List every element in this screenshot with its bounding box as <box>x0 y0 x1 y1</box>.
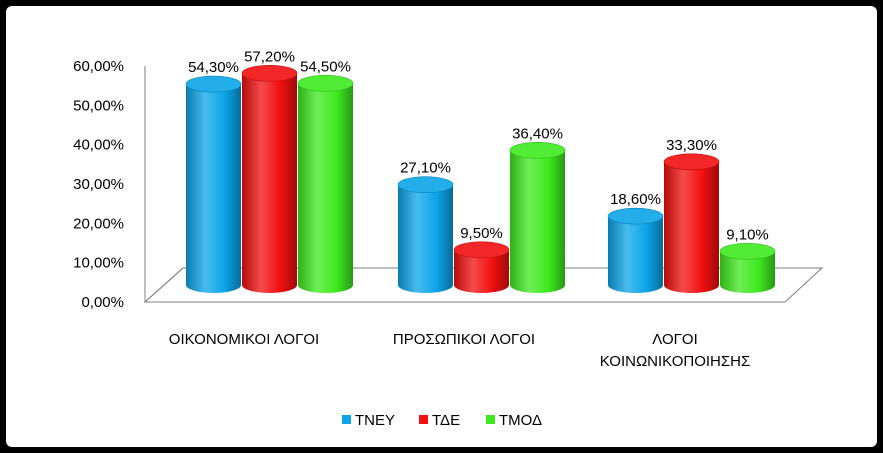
bar-body <box>720 251 775 293</box>
bar <box>241 65 298 293</box>
data-label: 9,10% <box>726 226 769 243</box>
bar-top <box>453 241 510 259</box>
y-tick-label: 20,00% <box>73 215 124 232</box>
legend-item: ΤΔΕ <box>419 412 460 429</box>
category-label: ΛΟΓΟΙ <box>652 331 697 348</box>
bar-top <box>607 207 664 225</box>
bar-top <box>241 65 298 82</box>
floor-depth-edge <box>144 267 184 303</box>
category-label: ΠΡΟΣΩΠΙΚΟΙ ΛΟΓΟΙ <box>393 331 535 348</box>
data-labels: 54,30% 57,20% 54,50% 27,10% 9,50% 36,40% 18,60… <box>188 48 769 243</box>
y-tick-label: 10,00% <box>73 255 124 272</box>
y-tick-label: 50,00% <box>73 97 124 114</box>
legend: ΤΝΕΥ ΤΔΕ ΤΜΟΔ <box>342 412 542 429</box>
legend-item: ΤΜΟΔ <box>486 412 542 429</box>
bar-top <box>185 75 242 93</box>
category-label: ΟΙΚΟΝΟΜΙΚΟΙ ΛΟΓΟΙ <box>169 331 319 348</box>
bars <box>185 65 776 293</box>
y-tick-label: 30,00% <box>73 176 124 193</box>
legend-label: ΤΔΕ <box>432 412 460 429</box>
data-label: 18,60% <box>610 191 661 208</box>
legend-label: ΤΝΕΥ <box>355 412 395 429</box>
data-label: 57,20% <box>244 48 295 65</box>
data-label: 36,40% <box>512 125 563 142</box>
legend-label: ΤΜΟΔ <box>499 412 542 429</box>
bar-top <box>297 75 354 92</box>
bar-body <box>298 83 353 293</box>
bar-body <box>664 161 719 293</box>
legend-swatch <box>486 415 495 424</box>
data-label: 54,50% <box>300 58 351 75</box>
bar-body <box>608 216 663 293</box>
bar-body <box>242 73 297 293</box>
bar-top <box>663 153 720 171</box>
data-label: 27,10% <box>400 160 451 177</box>
bar <box>185 75 242 293</box>
y-tick-label: 40,00% <box>73 137 124 154</box>
legend-swatch <box>342 415 351 424</box>
axes <box>143 66 824 303</box>
bar <box>509 142 566 293</box>
bar-body <box>454 249 509 293</box>
bar-top <box>719 243 776 260</box>
legend-swatch <box>419 415 428 424</box>
y-axis-ticks: 0,00% 10,00% 20,00% 30,00% 40,00% 50,00% 60,00… <box>73 58 124 311</box>
bar-body <box>510 150 565 293</box>
bar-top <box>397 176 454 194</box>
data-label: 33,30% <box>666 137 717 154</box>
y-tick-label: 60,00% <box>73 58 124 75</box>
category-labels: ΟΙΚΟΝΟΜΙΚΟΙ ΛΟΓΟΙ ΠΡΟΣΩΠΙΚΟΙ ΛΟΓΟΙ ΛΟΓΟΙ ΚΟ… <box>169 331 750 370</box>
bar <box>719 243 776 293</box>
bar <box>607 207 664 293</box>
bar-body <box>186 84 241 293</box>
category-label: ΚΟΙΝΩΝΙΚΟΠΟΙΗΣΗΣ <box>600 353 751 370</box>
bar <box>663 153 720 293</box>
bar <box>297 75 354 293</box>
data-label: 9,50% <box>460 225 503 242</box>
bar <box>397 176 454 293</box>
data-label: 54,30% <box>188 59 239 76</box>
y-tick-label: 0,00% <box>81 294 124 311</box>
bar-body <box>398 184 453 293</box>
bar-top <box>509 142 566 159</box>
legend-item: ΤΝΕΥ <box>342 412 395 429</box>
bar <box>453 241 510 293</box>
